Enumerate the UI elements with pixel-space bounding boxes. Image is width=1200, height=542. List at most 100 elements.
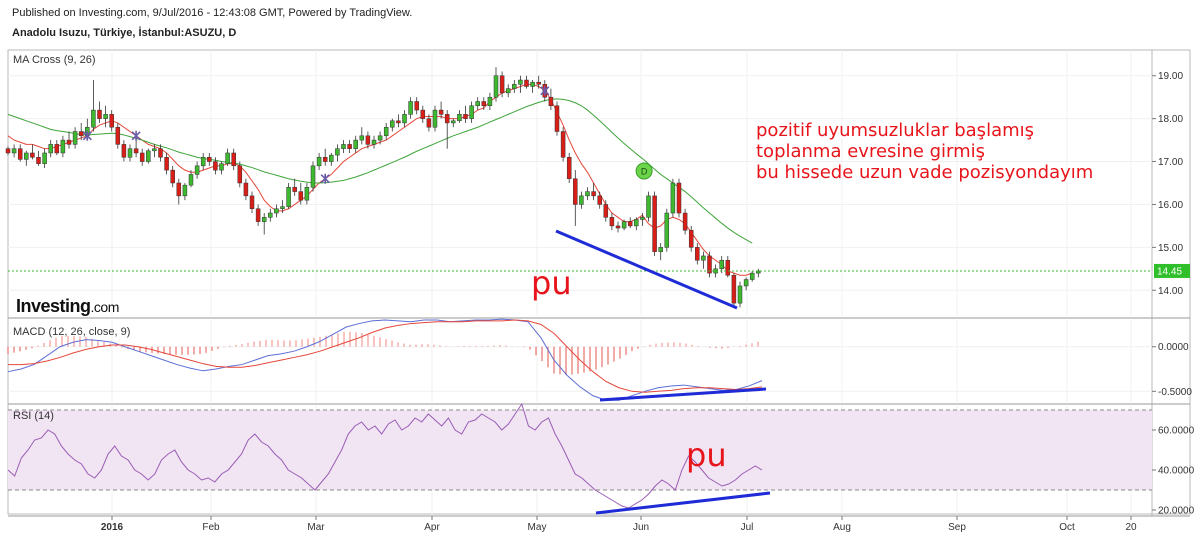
candle-body — [353, 139, 358, 149]
candle-body — [274, 208, 279, 214]
candle-body — [676, 182, 682, 214]
candle-body — [414, 101, 419, 111]
candle-body — [749, 272, 755, 280]
candle-body — [115, 126, 121, 145]
candle-body — [60, 139, 66, 154]
candle-body — [36, 157, 41, 164]
candle-body — [743, 279, 749, 287]
y-tick-label: 14.00 — [1158, 286, 1183, 297]
candle-body — [390, 120, 395, 128]
macd-pane-label: MACD (12, 26, close, 9) — [13, 326, 131, 338]
candle-body — [383, 126, 389, 137]
macd-divergence-trendline — [599, 387, 767, 402]
annotation-comment: pozitif uyumsuzluklar başlamış toplanma … — [756, 120, 1093, 183]
ma-cross-marker — [131, 130, 141, 141]
candle-body — [329, 154, 334, 162]
candle-body — [219, 163, 224, 171]
candle-body — [554, 105, 560, 132]
candle-body — [640, 217, 645, 220]
y-tick-label: -0.5000 — [1158, 387, 1192, 398]
candle-body — [280, 206, 285, 209]
ma-cross-marker — [320, 173, 330, 184]
candle-body — [524, 79, 529, 87]
ma-cross-marker — [82, 130, 92, 141]
dividend-marker-label: D — [641, 167, 648, 177]
candle-body — [304, 187, 310, 201]
candle-body — [231, 152, 236, 167]
candle-body — [469, 105, 474, 119]
candle-body — [66, 139, 72, 145]
candle-body — [505, 88, 511, 94]
candle-body — [30, 152, 35, 158]
candle-body — [756, 270, 761, 274]
candle-body — [133, 148, 139, 154]
rsi-band — [8, 410, 1152, 490]
candle-body — [579, 195, 584, 205]
candle-body — [493, 75, 499, 98]
candle-body — [200, 157, 206, 167]
y-tick-label: 18.00 — [1158, 114, 1183, 125]
candle-body — [176, 182, 182, 197]
x-tick-label: Apr — [424, 522, 440, 533]
candle-body — [237, 165, 243, 184]
candle-body — [17, 148, 23, 160]
candle-body — [603, 204, 609, 218]
candle-body — [695, 247, 700, 261]
candle-body — [121, 144, 127, 158]
rsi-line — [7, 402, 763, 509]
candle-body — [457, 114, 462, 122]
dividend-marker — [635, 162, 653, 180]
y-tick-label: 16.00 — [1158, 200, 1183, 211]
candle-body — [634, 219, 639, 227]
logo-suffix: .com — [90, 299, 120, 315]
candle-body — [54, 144, 60, 154]
candle-body — [127, 148, 133, 158]
published-caption: Published on Investing.com, 9/Jul/2016 -… — [12, 7, 413, 19]
candle-body — [91, 109, 96, 128]
y-tick-label: 0.0000 — [1158, 342, 1189, 353]
candle-body — [243, 182, 249, 197]
candle-body — [182, 184, 188, 197]
candle-body — [512, 84, 517, 89]
candle-body — [24, 152, 29, 160]
x-tick-label: Feb — [202, 522, 220, 533]
candle-body — [688, 229, 694, 248]
candle-body — [213, 161, 218, 171]
candle-body — [548, 96, 554, 107]
candle-body — [347, 144, 352, 149]
x-tick-label: Oct — [1059, 522, 1075, 533]
candle-body — [652, 195, 657, 252]
macd-signal-line — [8, 319, 763, 393]
candle-body — [585, 191, 590, 197]
last-price-tag — [1154, 263, 1190, 278]
ma-slow-line — [7, 98, 753, 244]
annotation-pu-price: pu — [531, 264, 572, 302]
candle-body — [97, 109, 102, 119]
candle-body — [597, 195, 602, 205]
y-tick-label: 60.0000 — [1158, 426, 1195, 437]
candle-body — [707, 255, 712, 274]
candle-body — [499, 75, 505, 94]
candle-body — [682, 212, 688, 231]
candle-body — [701, 255, 706, 261]
candle-body — [536, 81, 541, 85]
candle-body — [158, 148, 163, 158]
candle-body — [139, 152, 145, 162]
candle-body — [719, 259, 724, 270]
candle-body — [170, 169, 175, 184]
candle-body — [591, 191, 596, 197]
x-tick-label: Aug — [833, 522, 851, 533]
candle-body — [621, 221, 627, 229]
candle-body — [322, 157, 328, 162]
candle-body — [463, 114, 468, 119]
candle-body — [310, 165, 316, 188]
candle-body — [72, 131, 78, 145]
investing-logo: Investing.com — [16, 296, 119, 317]
candle-body — [444, 114, 450, 124]
candle-body — [255, 208, 261, 222]
candle-body — [268, 212, 273, 218]
candle-body — [451, 120, 456, 124]
candle-body — [207, 157, 212, 162]
candle-body — [249, 195, 255, 209]
